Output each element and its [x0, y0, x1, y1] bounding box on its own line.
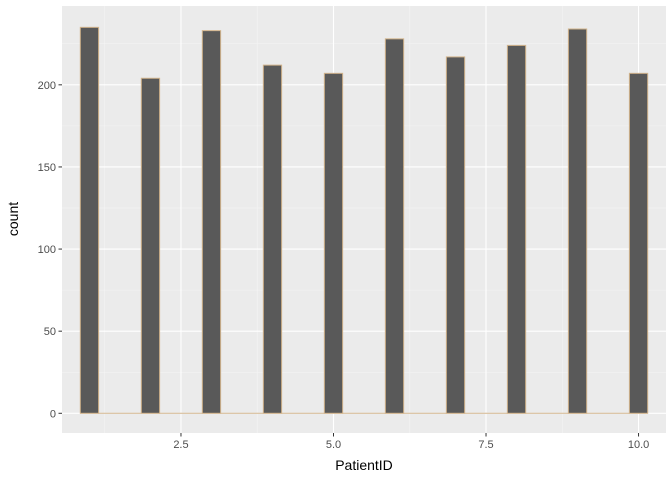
histogram-bar	[79, 26, 100, 414]
x-tick-label: 2.5	[173, 439, 188, 451]
plot-panel	[62, 6, 666, 433]
histogram-bar	[567, 28, 588, 414]
y-tick-label: 200	[38, 80, 56, 92]
y-tick-label: 0	[50, 408, 56, 420]
histogram-bar	[506, 44, 527, 414]
histogram-bar	[384, 38, 405, 414]
y-tick-label: 100	[38, 244, 56, 256]
histogram-bar	[140, 77, 161, 414]
x-tick-label: 7.5	[478, 439, 493, 451]
grid-minor-lines	[62, 6, 666, 433]
histogram-bar	[628, 72, 649, 414]
y-axis-ticks: 0 50 100 150 200	[38, 80, 62, 420]
histogram-bar	[445, 56, 466, 414]
histogram-bar	[323, 72, 344, 414]
x-tick-label: 5.0	[326, 439, 341, 451]
histogram-bar	[262, 64, 283, 414]
bars-group	[79, 26, 649, 414]
x-tick-label: 10.0	[628, 439, 649, 451]
histogram-bar	[201, 30, 222, 414]
y-tick-label: 50	[44, 326, 56, 338]
x-axis-ticks: 2.5 5.0 7.5 10.0	[173, 433, 649, 451]
x-axis-title: PatientID	[335, 457, 393, 473]
y-tick-label: 150	[38, 162, 56, 174]
y-axis-title: count	[5, 202, 21, 236]
